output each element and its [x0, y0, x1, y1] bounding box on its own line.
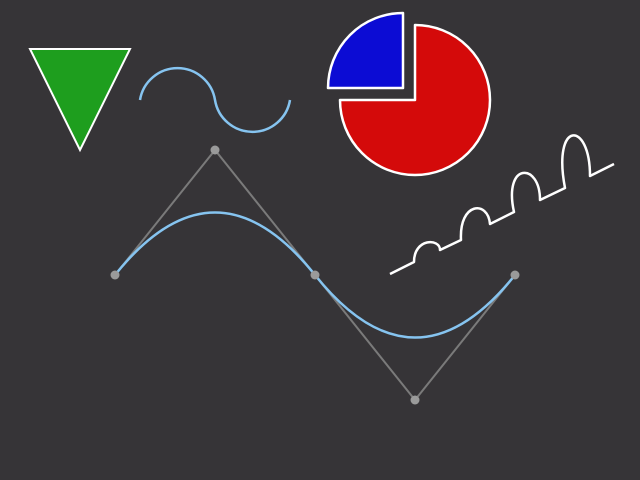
bezier-control-point[interactable] [510, 270, 520, 280]
pie-slice-small [326, 11, 405, 90]
bezier-control-point[interactable] [410, 395, 420, 405]
s-wave-curve [138, 66, 292, 134]
spring-coil-line [389, 134, 615, 276]
green-triangle [28, 48, 132, 153]
pie-slice-large [338, 23, 492, 177]
bezier-control-point[interactable] [110, 270, 120, 280]
bezier-control-point[interactable] [210, 145, 220, 155]
bezier-control-point[interactable] [310, 270, 320, 280]
